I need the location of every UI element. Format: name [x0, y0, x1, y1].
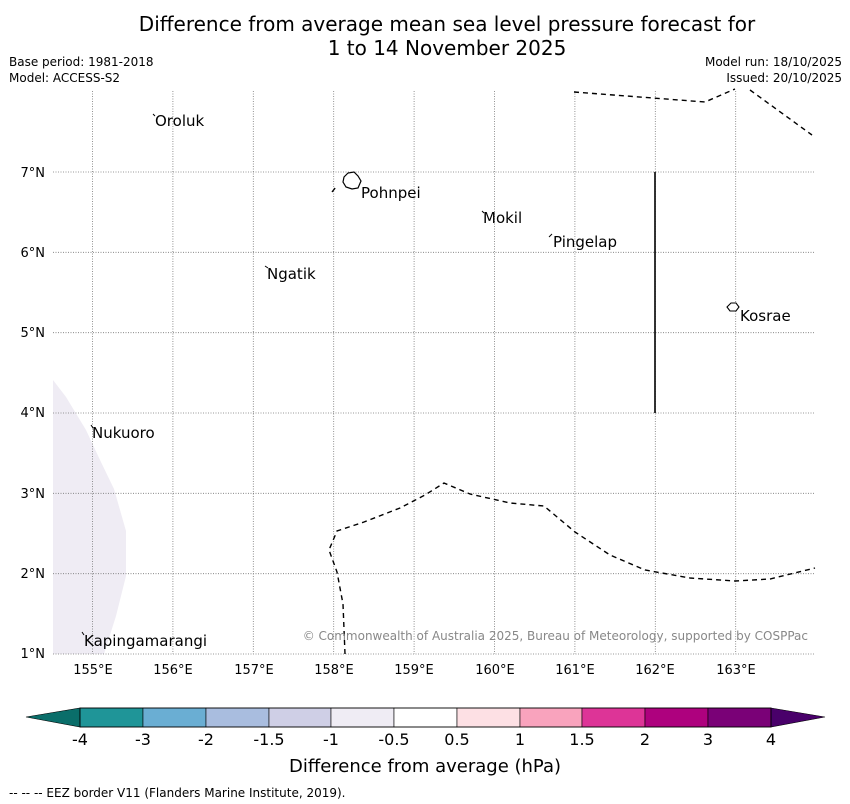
place-pingelap: Pingelap [553, 233, 617, 251]
colorbar-frame [79, 707, 772, 728]
colorbar-title: Difference from average (hPa) [289, 756, 561, 777]
lat-label-7: 7°N [21, 166, 46, 181]
lon-label-160: 160°E [475, 663, 515, 678]
issued-date: Issued: 20/10/2025 [726, 71, 842, 85]
pohnpei-island [342, 171, 362, 190]
eez-border-south [328, 482, 816, 655]
colorbar-label-5: -1 [323, 730, 339, 749]
place-nukuoro: Nukuoro [92, 424, 155, 442]
title-line-1: Difference from average mean sea level p… [138, 12, 756, 36]
base-period: Base period: 1981-2018 [9, 55, 154, 69]
atoll-markers [81, 113, 553, 636]
colorbar-box-7 [456, 707, 521, 728]
ngatik-marker [264, 265, 269, 269]
colorbar-box-4 [268, 707, 332, 728]
colorbar-extend-low [25, 707, 81, 728]
colorbar-label-10: 2 [640, 730, 650, 749]
gridlines [53, 91, 814, 655]
nukuoro-marker [90, 424, 94, 429]
eez-footnote: -- -- -- EEZ border V11 (Flanders Marine… [9, 786, 346, 800]
lat-label-5: 5°N [21, 326, 46, 341]
lon-label-156: 156°E [153, 663, 193, 678]
colorbar-label-11: 3 [703, 730, 713, 749]
place-kosrae: Kosrae [740, 307, 791, 325]
negative-anomaly-shading [53, 380, 126, 654]
place-kapingamarangi: Kapingamarangi [84, 632, 207, 650]
colorbar-label-1: -4 [72, 730, 88, 749]
lat-label-2: 2°N [21, 567, 46, 582]
colorbar-label-4: -1.5 [253, 730, 284, 749]
colorbar-label-9: 1.5 [569, 730, 594, 749]
lat-label-3: 3°N [21, 487, 46, 502]
kosrae-island [726, 302, 740, 312]
lat-label-6: 6°N [21, 246, 46, 261]
eez-borders [328, 88, 816, 655]
eez-border-pohnpei [331, 186, 337, 193]
mokil-marker [481, 210, 485, 214]
colorbar: -4 -3 -2 -1.5 -1 -0.5 0.5 1 1.5 2 3 4 Di… [25, 707, 826, 777]
colorbar-label-3: -2 [198, 730, 214, 749]
colorbar-box-8 [519, 707, 583, 728]
meta-left: Base period: 1981-2018 Model: ACCESS-S2 [9, 54, 154, 86]
lat-label-1: 1°N [21, 647, 46, 662]
lon-label-157: 157°E [234, 663, 274, 678]
colorbar-box-2 [142, 707, 207, 728]
colorbar-label-7: 0.5 [444, 730, 469, 749]
lon-label-161: 161°E [555, 663, 595, 678]
lon-label-155: 155°E [73, 663, 113, 678]
place-ngatik: Ngatik [267, 265, 316, 283]
colorbar-label-2: -3 [135, 730, 151, 749]
copyright-notice: © Commonwealth of Australia 2025, Bureau… [303, 629, 808, 643]
kapingamarangi-marker [81, 631, 85, 636]
lon-label-162: 162°E [635, 663, 675, 678]
colorbar-label-12: 4 [766, 730, 776, 749]
colorbar-boxes [25, 707, 826, 728]
model-run: Model run: 18/10/2025 [704, 55, 842, 69]
colorbar-box-10 [644, 707, 709, 728]
title-line-2: 1 to 14 November 2025 [327, 36, 567, 60]
eez-border-northeast [749, 89, 813, 136]
colorbar-box-11 [707, 707, 772, 728]
colorbar-box-6 [393, 707, 458, 728]
colorbar-label-8: 1 [515, 730, 525, 749]
colorbar-label-6: -0.5 [378, 730, 409, 749]
place-mokil: Mokil [483, 209, 522, 227]
lon-label-158: 158°E [314, 663, 354, 678]
oroluk-marker [152, 113, 156, 117]
lon-label-163: 163°E [716, 663, 756, 678]
eez-border-north [573, 88, 736, 103]
colorbar-box-9 [581, 707, 646, 728]
map[interactable]: Oroluk Pohnpei Mokil Pingelap Ngatik Kos… [0, 0, 850, 700]
colorbar-box-1 [79, 707, 144, 728]
pingelap-marker [548, 233, 553, 238]
lon-label-159: 159°E [394, 663, 434, 678]
place-pohnpei: Pohnpei [361, 184, 421, 202]
meta-right: Model run: 18/10/2025 Issued: 20/10/2025 [705, 54, 842, 86]
colorbar-box-5 [330, 707, 395, 728]
map-title: Difference from average mean sea level p… [0, 12, 850, 60]
lat-label-4: 4°N [21, 406, 46, 421]
model-name: Model: ACCESS-S2 [9, 71, 121, 85]
colorbar-box-3 [205, 707, 270, 728]
colorbar-extend-high [770, 707, 826, 728]
place-oroluk: Oroluk [155, 112, 204, 130]
